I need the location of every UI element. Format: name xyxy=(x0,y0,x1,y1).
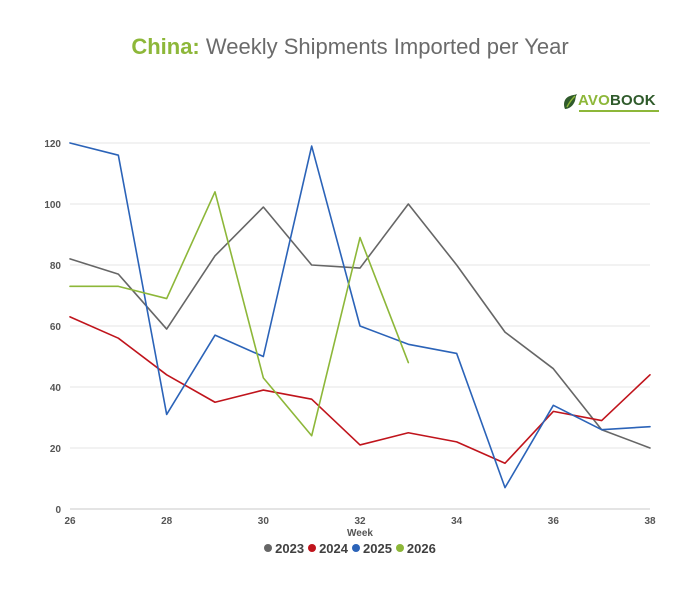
logo-book-text: BOOK xyxy=(610,92,656,109)
legend-item-2024: 2024 xyxy=(308,541,348,556)
series-line-2026 xyxy=(69,191,410,437)
logo-tagline-bar xyxy=(579,110,659,112)
x-tick-label: 28 xyxy=(161,516,173,527)
legend-item-2023: 2023 xyxy=(264,541,304,556)
x-tick-label: 34 xyxy=(451,516,463,527)
series-line-2023 xyxy=(69,203,651,449)
y-tick-label: 0 xyxy=(55,505,61,516)
title-country: China: xyxy=(131,34,200,59)
legend-item-2025: 2025 xyxy=(352,541,392,556)
y-tick-label: 60 xyxy=(50,322,62,333)
y-tick-label: 40 xyxy=(50,383,62,394)
x-tick-label: 36 xyxy=(548,516,560,527)
legend-marker xyxy=(352,544,360,552)
legend-label: 2026 xyxy=(406,541,436,556)
x-tick-label: 38 xyxy=(644,516,656,527)
legend-label: 2025 xyxy=(363,541,392,556)
avobook-logo: AVOBOOK xyxy=(562,92,662,118)
legend-marker xyxy=(264,544,273,552)
series-line-2025 xyxy=(69,142,651,489)
legend-label: 2023 xyxy=(275,541,305,556)
logo-wordmark: AVOBOOK xyxy=(578,92,656,109)
x-tick-label: 26 xyxy=(64,516,76,527)
legend-label: 2024 xyxy=(319,541,348,556)
y-tick-label: 80 xyxy=(50,261,62,272)
chart-title: China: Weekly Shipments Imported per Yea… xyxy=(0,34,700,60)
series-line-2024 xyxy=(69,316,651,465)
title-text: Weekly Shipments Imported per Year xyxy=(205,34,569,59)
x-tick-label: 30 xyxy=(258,516,270,527)
logo-avo-text: AVO xyxy=(578,92,610,109)
y-tick-label: 20 xyxy=(50,444,62,455)
y-tick-label: 100 xyxy=(44,200,61,211)
x-axis-title: Week xyxy=(347,528,373,539)
chart-legend: 2023 2024 2025 2026 xyxy=(0,541,700,556)
legend-marker xyxy=(395,544,404,552)
avocado-leaf-icon xyxy=(564,94,577,109)
x-tick-label: 32 xyxy=(354,516,366,527)
y-tick-label: 120 xyxy=(44,139,61,150)
legend-marker xyxy=(308,544,317,552)
legend-item-2026: 2026 xyxy=(395,541,436,556)
